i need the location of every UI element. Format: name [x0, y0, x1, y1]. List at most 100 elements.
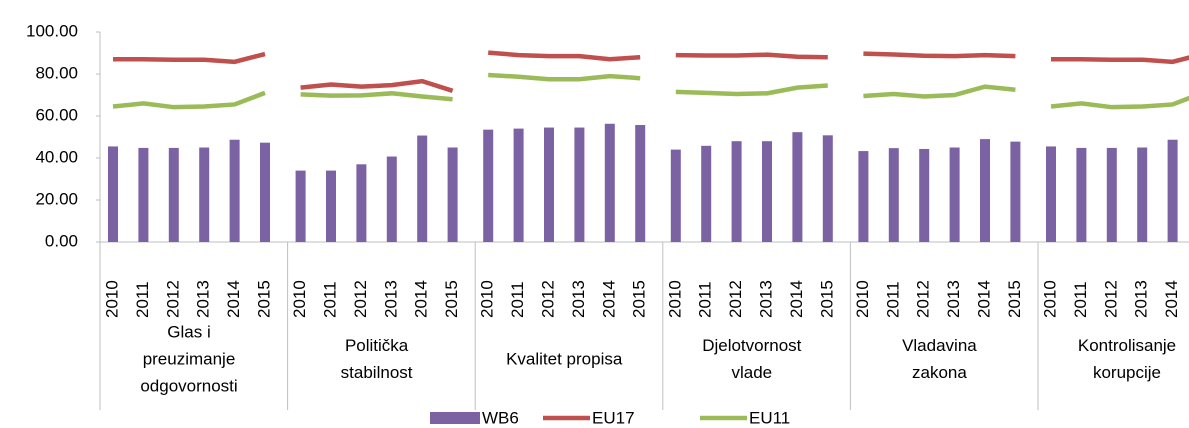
- bar: [949, 147, 960, 242]
- bar: [1137, 147, 1148, 242]
- bar: [670, 149, 681, 242]
- bar: [229, 139, 240, 242]
- group-label: Kvalitet propisa: [506, 349, 623, 368]
- bar: [544, 127, 554, 242]
- group-label: korupcije: [1093, 363, 1161, 382]
- legend-label: EU11: [749, 408, 790, 427]
- line: [300, 91, 453, 102]
- line: [112, 90, 266, 110]
- x-tick-label: 2010: [102, 280, 121, 318]
- line: [675, 52, 828, 60]
- bar: [888, 148, 899, 242]
- group-label: zakona: [912, 363, 967, 382]
- bar: [138, 147, 149, 242]
- x-tick-label: 2012: [726, 280, 745, 318]
- x-tick-label: 2013: [569, 280, 588, 318]
- y-tick-label: 100.00: [26, 21, 78, 40]
- bar: [260, 142, 270, 242]
- x-tick-label: 2010: [478, 280, 497, 318]
- x-tick-label: 2014: [787, 280, 806, 318]
- bar: [1046, 146, 1056, 242]
- bar: [635, 125, 646, 242]
- x-tick-label: 2014: [412, 280, 431, 318]
- group-label: vlade: [731, 363, 772, 382]
- x-tick-label: 2012: [914, 280, 933, 318]
- x-tick-label: 2012: [538, 280, 557, 318]
- group-label: preuzimanje: [143, 349, 236, 368]
- x-tick-label: 2015: [442, 280, 461, 318]
- x-tick-label: 2011: [1071, 281, 1090, 318]
- line: [1051, 55, 1189, 65]
- bar: [326, 170, 336, 242]
- x-tick-label: 2014: [224, 280, 243, 318]
- bar: [295, 170, 306, 242]
- line: [488, 72, 641, 82]
- line: [863, 51, 1016, 59]
- group-label: Politička: [345, 336, 409, 355]
- x-tick-label: 2011: [883, 281, 902, 318]
- x-tick-label: 2010: [853, 280, 872, 318]
- x-tick-label: 2012: [163, 280, 182, 318]
- bar: [980, 139, 990, 242]
- bar: [447, 147, 458, 242]
- line: [1050, 95, 1189, 110]
- bar: [1010, 141, 1021, 242]
- x-tick-label: 2010: [290, 280, 309, 318]
- y-tick-label: 20.00: [35, 189, 78, 208]
- legend-label: WB6: [482, 408, 519, 427]
- x-tick-label: 2015: [817, 280, 836, 318]
- line: [488, 50, 641, 62]
- y-tick-label: 40.00: [35, 147, 78, 166]
- group-label: Kontrolisanje: [1078, 336, 1176, 355]
- legend-label: EU17: [592, 408, 635, 427]
- x-tick-label: 2011: [696, 281, 715, 318]
- line: [300, 78, 454, 93]
- line: [675, 83, 828, 97]
- bar: [604, 123, 615, 242]
- bar: [701, 145, 712, 242]
- x-tick-label: 2013: [1132, 280, 1151, 318]
- group-label: stabilnost: [341, 363, 413, 382]
- y-tick-label: 60.00: [35, 105, 78, 124]
- x-tick-label: 2015: [1005, 280, 1024, 318]
- bar: [762, 141, 772, 242]
- x-tick-label: 2014: [1162, 280, 1181, 318]
- x-tick-label: 2012: [351, 280, 370, 318]
- x-tick-label: 2014: [974, 280, 993, 318]
- bar: [919, 148, 930, 242]
- bar: [574, 127, 585, 242]
- bar: [356, 164, 367, 242]
- bar: [1167, 139, 1178, 242]
- x-tick-label: 2010: [1040, 280, 1059, 318]
- bar: [386, 156, 397, 242]
- x-tick-label: 2013: [944, 280, 963, 318]
- line: [113, 51, 266, 65]
- line: [863, 84, 1016, 99]
- bar: [168, 147, 179, 242]
- bar: [199, 147, 210, 242]
- y-tick-label: 0.00: [45, 231, 78, 250]
- x-tick-label: 2011: [320, 281, 339, 318]
- bar: [417, 135, 428, 242]
- bar: [858, 151, 869, 242]
- group-label: Glas i: [167, 322, 210, 341]
- x-tick-label: 2013: [381, 280, 400, 318]
- bar: [822, 135, 833, 242]
- group-label: Djelotvornost: [702, 336, 801, 355]
- group-label: Vladavina: [902, 336, 977, 355]
- x-tick-label: 2013: [756, 280, 775, 318]
- x-tick-label: 2010: [665, 280, 684, 318]
- x-tick-label: 2015: [630, 280, 649, 318]
- bar: [483, 129, 494, 242]
- bar: [792, 132, 803, 242]
- x-tick-label: 2011: [508, 281, 527, 318]
- bar: [513, 128, 524, 242]
- x-tick-label: 2014: [599, 280, 618, 318]
- x-tick-label: 2015: [254, 280, 273, 318]
- legend-swatch: [430, 412, 480, 424]
- bar: [731, 141, 742, 242]
- x-tick-label: 2013: [194, 280, 213, 318]
- bar: [108, 146, 118, 242]
- bar: [1106, 147, 1117, 242]
